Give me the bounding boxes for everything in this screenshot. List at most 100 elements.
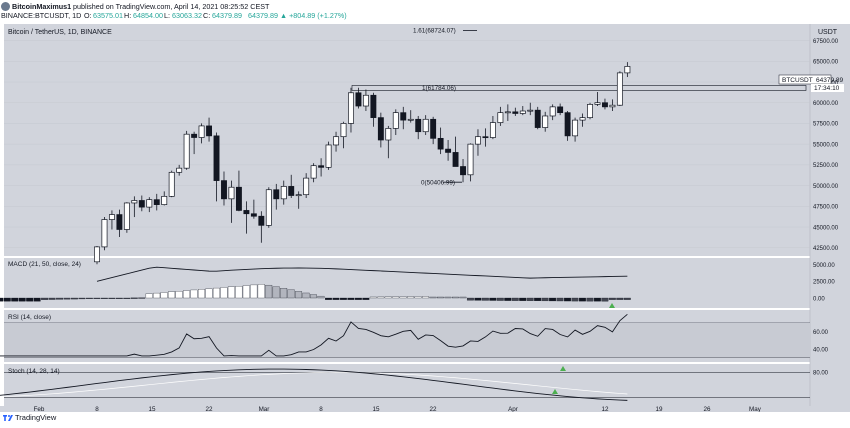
- candle-body: [579, 117, 586, 121]
- price-tick-label: 50000.00: [813, 184, 839, 190]
- currency-label: USDT: [818, 29, 838, 36]
- macd-histogram-bar: [369, 296, 377, 299]
- candle: [467, 143, 474, 182]
- macd-histogram-bar: [437, 296, 444, 299]
- candle-body: [594, 102, 601, 105]
- macd-histogram-bar: [593, 297, 601, 302]
- price-tick-label: 65000.00: [813, 60, 839, 66]
- macd-histogram-bar: [78, 297, 86, 300]
- macd-histogram-bar: [601, 297, 609, 302]
- macd-histogram-bar: [399, 296, 407, 299]
- candle: [400, 106, 407, 130]
- candle: [280, 180, 287, 205]
- time-tick-label: 12: [601, 406, 609, 412]
- candle-body: [206, 125, 212, 137]
- candle: [377, 112, 384, 148]
- candle-body: [235, 186, 242, 211]
- macd-histogram-bar: [242, 285, 250, 299]
- ohlc-high-value: 64854.00: [133, 11, 163, 20]
- chart-title: Bitcoin / TetherUS, 1D, BINANCE: [8, 29, 112, 36]
- candle: [235, 170, 242, 212]
- candle: [153, 193, 160, 211]
- macd-histogram-bar: [317, 295, 325, 299]
- symbol-interval: BINANCE:BTCUSDT, 1D: [1, 11, 82, 20]
- macd-histogram-bar: [392, 296, 400, 299]
- candle-body: [624, 66, 631, 74]
- candle-body: [310, 165, 317, 179]
- candle-body: [385, 128, 392, 141]
- candle: [422, 115, 429, 136]
- rsi-signal-arrow: [560, 366, 566, 371]
- price-pane[interactable]: [4, 24, 810, 256]
- macd-histogram-bar: [295, 291, 303, 299]
- price-tick-label: 57500.00: [813, 122, 839, 128]
- time-tick-label: Feb: [34, 406, 45, 412]
- candle-body: [422, 118, 429, 133]
- time-scale[interactable]: [0, 406, 850, 412]
- candle: [452, 136, 459, 167]
- stoch-series: 80.00: [0, 368, 829, 401]
- candle: [512, 107, 519, 116]
- macd-histogram-bar: [362, 297, 370, 300]
- candle: [415, 115, 422, 140]
- candle: [303, 173, 310, 198]
- candle-body: [333, 136, 339, 146]
- user-avatar: [1, 2, 10, 11]
- footer: TradingView: [3, 412, 56, 424]
- candle-body: [512, 111, 519, 114]
- rsi-series: 40.00 60.00: [0, 313, 829, 371]
- candle-body: [94, 246, 100, 263]
- candle: [265, 187, 272, 228]
- stoch-pane[interactable]: [4, 364, 810, 406]
- candle: [542, 111, 549, 132]
- macd-histogram-bar: [616, 297, 624, 300]
- macd-histogram-bar: [168, 291, 176, 299]
- candle-body: [131, 200, 138, 204]
- candle: [183, 130, 190, 170]
- chart-area[interactable]: Bitcoin / TetherUS, 1D, BINANCE USDT 425…: [0, 20, 850, 412]
- candle: [213, 132, 220, 202]
- price-tick-label: 67500.00: [813, 39, 839, 45]
- macd-histogram-bar: [175, 291, 183, 299]
- candle: [258, 211, 265, 243]
- macd-histogram-bar: [190, 289, 198, 299]
- macd-histogram-bar: [489, 297, 497, 301]
- published-text: published on TradingView.com, April 14, …: [73, 2, 270, 11]
- macd-histogram-bar: [325, 297, 332, 300]
- macd-label: MACD (21, 50, close, 24): [8, 261, 81, 268]
- candle-body: [295, 194, 302, 197]
- candle-body: [221, 180, 227, 200]
- macd-pane[interactable]: [4, 258, 810, 308]
- macd-histogram-bar: [250, 284, 258, 299]
- candle-body: [213, 135, 220, 181]
- last-price-marker: BTCUSDT 64379.89 17:34:10: [778, 74, 844, 92]
- candlestick-series: [94, 62, 631, 265]
- macd-histogram-bar: [272, 286, 280, 299]
- candle-body: [549, 106, 556, 117]
- last-price-symbol: BTCUSDT: [782, 77, 813, 84]
- macd-histogram-bar: [220, 287, 228, 299]
- candle: [101, 217, 108, 251]
- candle: [168, 170, 175, 198]
- candle: [549, 104, 556, 121]
- candle-body: [377, 117, 384, 141]
- candle-body: [407, 118, 414, 121]
- macd-histogram-bar: [519, 297, 527, 301]
- price-gridlines: [4, 40, 810, 248]
- candle-body: [587, 104, 593, 118]
- price-tick-label: 47500.00: [813, 205, 839, 211]
- macd-histogram-bar: [11, 297, 19, 302]
- time-tick-label: Apr: [508, 406, 518, 412]
- stoch-signal-arrow: [552, 389, 558, 394]
- macd-histogram-bar: [3, 297, 11, 302]
- macd-histogram-bar: [63, 297, 71, 300]
- time-tick-label: 22: [205, 406, 213, 412]
- candle: [497, 106, 504, 126]
- rsi-line: [0, 313, 628, 357]
- candle-body: [616, 72, 623, 106]
- candle: [602, 98, 608, 110]
- macd-histogram-bar: [145, 293, 153, 299]
- candle: [407, 110, 414, 123]
- author-name[interactable]: BitcoinMaximus1: [12, 2, 72, 11]
- candle-body: [482, 136, 489, 139]
